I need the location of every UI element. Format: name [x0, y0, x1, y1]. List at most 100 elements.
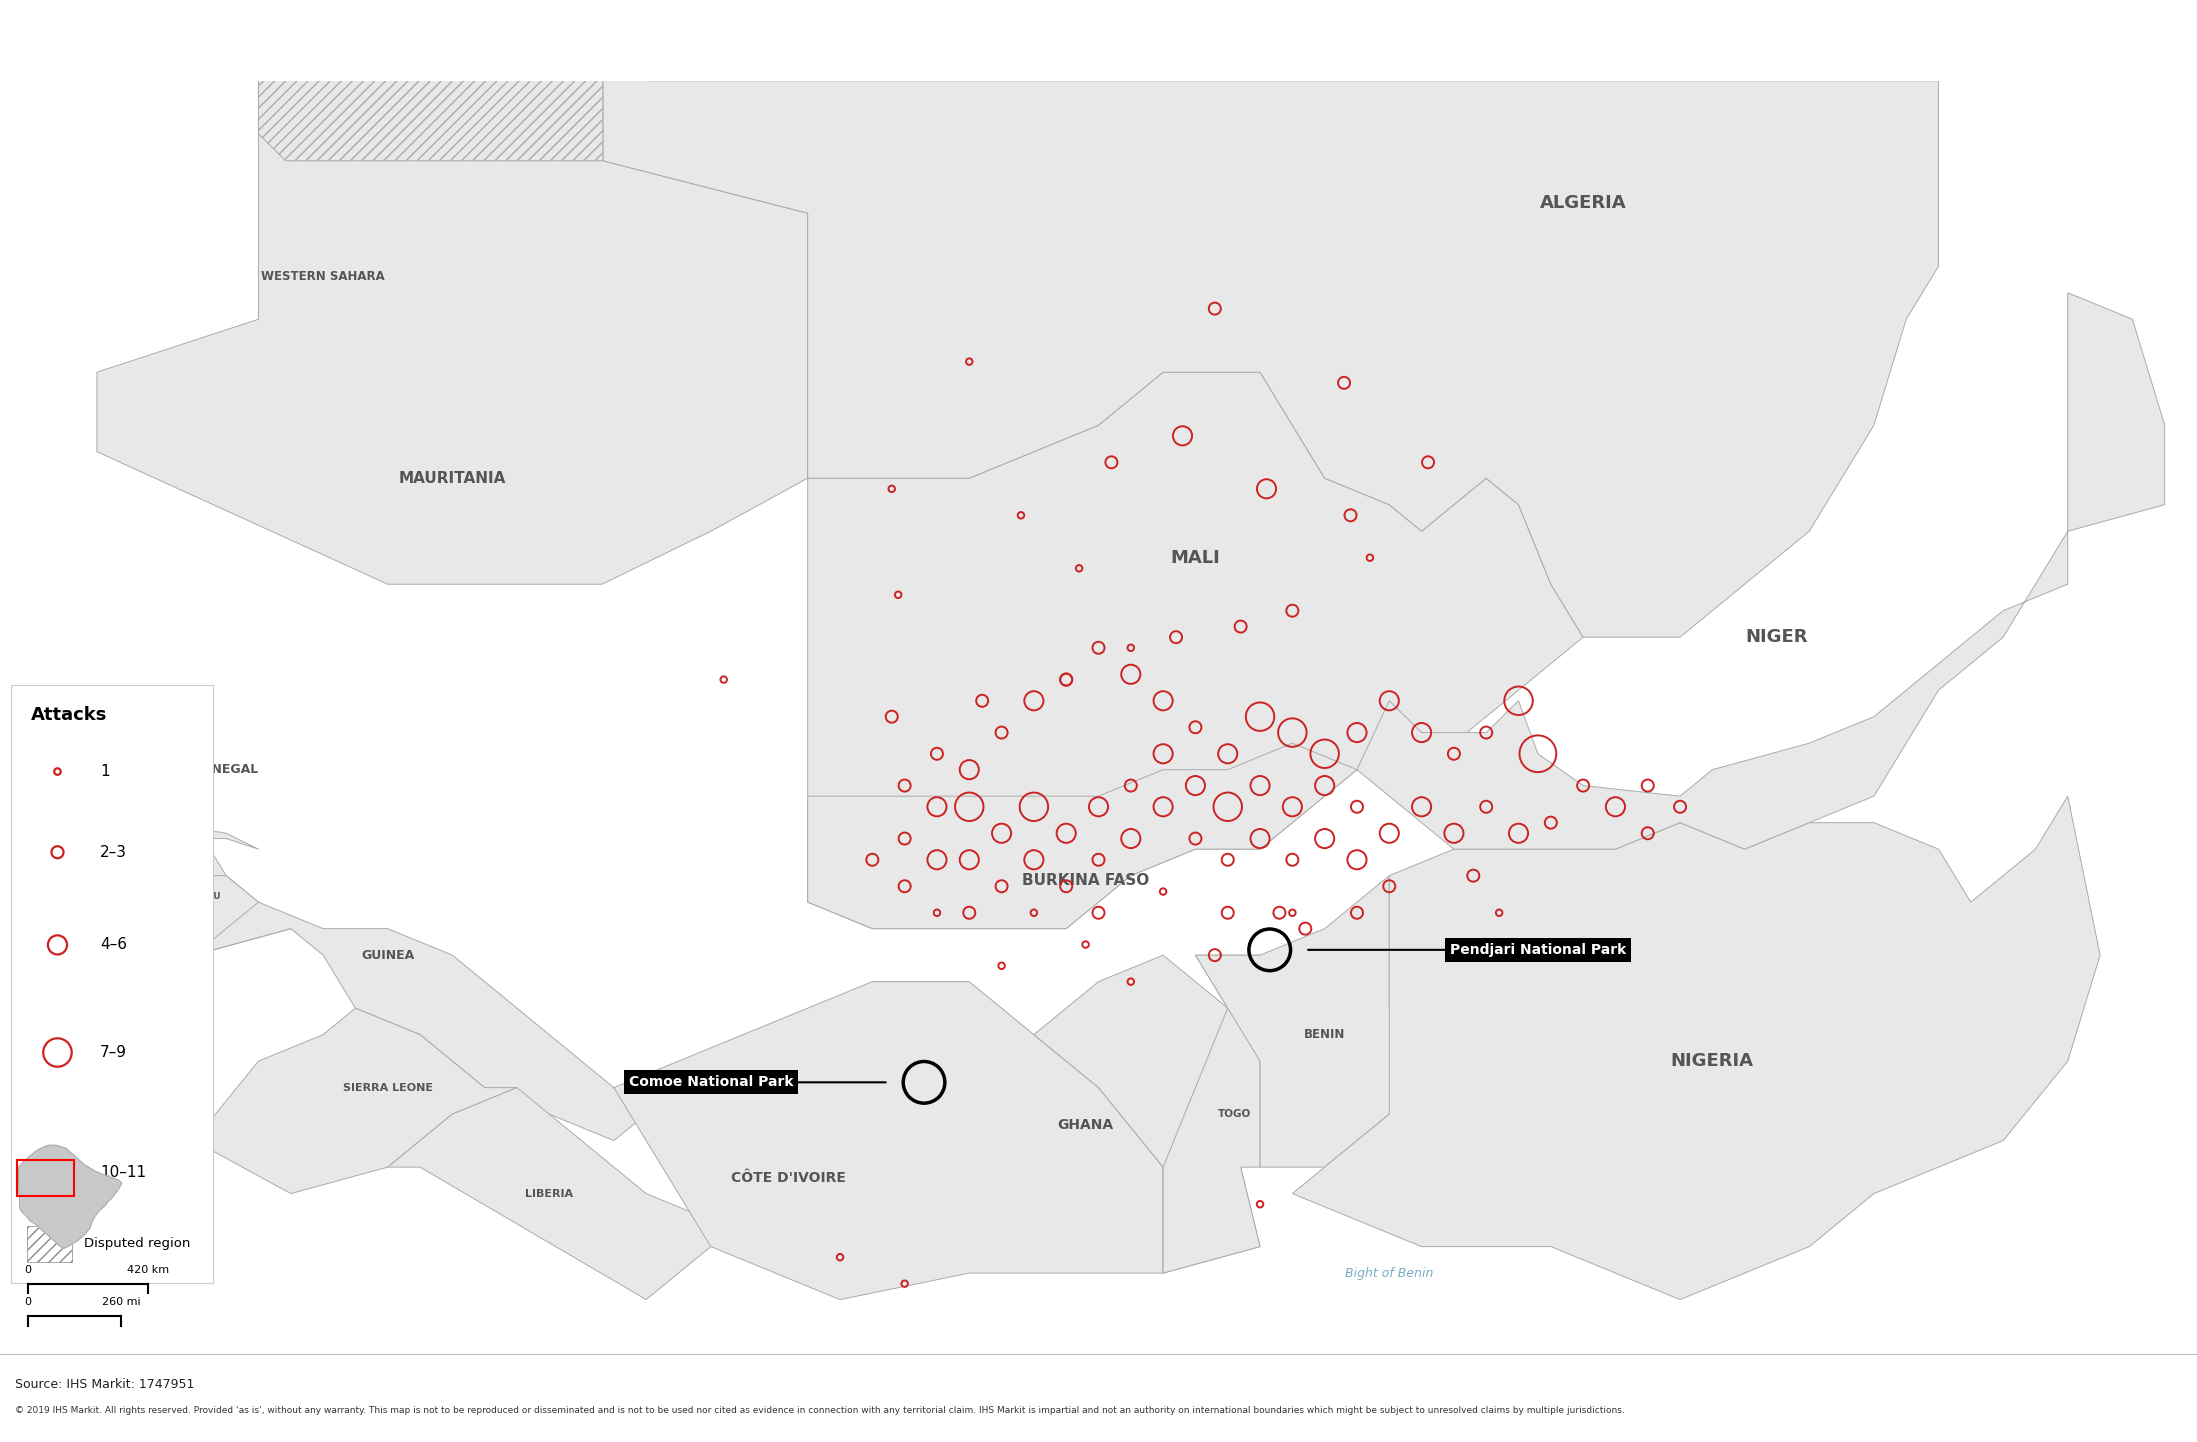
Point [1145, 795, 1180, 818]
Point [984, 955, 1019, 978]
Text: © 2019 IHS Markit. All rights reserved. Provided ‘as is’, without any warranty. : © 2019 IHS Markit. All rights reserved. … [15, 1406, 1626, 1415]
Point [40, 933, 75, 956]
Point [951, 758, 986, 782]
Point [1248, 477, 1283, 500]
Point [1211, 795, 1246, 818]
Bar [18, 1159, 75, 1195]
Point [1114, 828, 1149, 851]
Text: WESTERN SAHARA: WESTERN SAHARA [261, 270, 384, 283]
Point [1404, 795, 1439, 818]
Polygon shape [808, 213, 1584, 929]
Polygon shape [1162, 955, 1261, 1273]
Point [1404, 721, 1439, 744]
Point [874, 705, 910, 728]
Text: GUINEA-BISSAU: GUINEA-BISSAU [141, 893, 220, 901]
Point [1371, 875, 1406, 898]
Point [984, 822, 1019, 845]
Text: 260 mi: 260 mi [101, 1298, 141, 1306]
Point [1307, 828, 1342, 851]
Point [1211, 848, 1246, 871]
Point [1048, 822, 1083, 845]
Point [1081, 848, 1116, 871]
Point [1597, 795, 1632, 818]
Point [1274, 848, 1309, 871]
Point [40, 1161, 75, 1184]
Text: 10–11: 10–11 [99, 1165, 145, 1180]
Text: MAURITANIA: MAURITANIA [398, 470, 505, 486]
Text: 7–9: 7–9 [99, 1045, 127, 1060]
Point [918, 848, 953, 871]
Text: NIGERIA: NIGERIA [1672, 1053, 1753, 1070]
Point [918, 901, 953, 924]
Point [951, 901, 986, 924]
Point [1663, 795, 1698, 818]
Point [1274, 721, 1309, 744]
Text: LIBERIA: LIBERIA [525, 1188, 573, 1198]
Text: 1: 1 [99, 764, 110, 779]
Point [1178, 774, 1213, 797]
Polygon shape [193, 1008, 516, 1194]
Point [1244, 774, 1279, 797]
Text: Pendjari National Park: Pendjari National Park [1450, 943, 1626, 957]
Point [855, 848, 890, 871]
Point [1371, 689, 1406, 712]
Polygon shape [193, 903, 646, 1141]
Point [1004, 503, 1039, 526]
Point [1094, 451, 1129, 474]
Point [1566, 774, 1602, 797]
Text: Source: IHS Markit: 1747951: Source: IHS Markit: 1747951 [15, 1377, 196, 1390]
Point [1068, 933, 1103, 956]
Polygon shape [18, 1145, 121, 1249]
Point [1224, 616, 1259, 639]
Point [1630, 822, 1665, 845]
Text: ALGERIA: ALGERIA [1540, 193, 1626, 212]
Point [874, 477, 910, 500]
Text: 0: 0 [24, 1298, 31, 1306]
Point [1340, 795, 1375, 818]
Point [1437, 822, 1472, 845]
Bar [26, 1226, 73, 1262]
Point [1334, 503, 1369, 526]
Polygon shape [1358, 293, 2164, 849]
Point [951, 350, 986, 373]
Point [1017, 901, 1052, 924]
Polygon shape [97, 72, 808, 584]
Point [1340, 848, 1375, 871]
Point [1164, 424, 1200, 447]
Point [1630, 774, 1665, 797]
Point [1017, 795, 1052, 818]
Text: 420 km: 420 km [127, 1265, 169, 1275]
Point [918, 795, 953, 818]
Point [1307, 774, 1342, 797]
Point [1244, 1193, 1279, 1216]
Polygon shape [97, 875, 290, 955]
Point [1287, 917, 1323, 940]
Text: 2–3: 2–3 [99, 845, 127, 859]
Point [1340, 721, 1375, 744]
Text: SIERRA LEONE: SIERRA LEONE [343, 1083, 433, 1093]
Text: BURKINA FASO: BURKINA FASO [1022, 874, 1149, 888]
Point [888, 828, 923, 851]
Point [1437, 743, 1472, 766]
Point [40, 841, 75, 864]
Point [1371, 822, 1406, 845]
Polygon shape [808, 743, 1358, 929]
Polygon shape [259, 59, 602, 160]
Point [1274, 795, 1309, 818]
Point [1534, 810, 1569, 833]
Point [1410, 451, 1446, 474]
Polygon shape [613, 982, 1162, 1299]
Point [1081, 795, 1116, 818]
Polygon shape [602, 72, 1938, 637]
Point [1197, 297, 1233, 320]
Point [888, 1272, 923, 1295]
Polygon shape [387, 1087, 712, 1299]
Point [1145, 689, 1180, 712]
Point [40, 760, 75, 783]
Point [1244, 828, 1279, 851]
Point [1501, 822, 1536, 845]
Text: CÔTE D'IVOIRE: CÔTE D'IVOIRE [732, 1171, 846, 1185]
Text: SENEGAL: SENEGAL [193, 763, 259, 776]
Point [1178, 715, 1213, 738]
Text: MALI: MALI [1171, 549, 1219, 567]
